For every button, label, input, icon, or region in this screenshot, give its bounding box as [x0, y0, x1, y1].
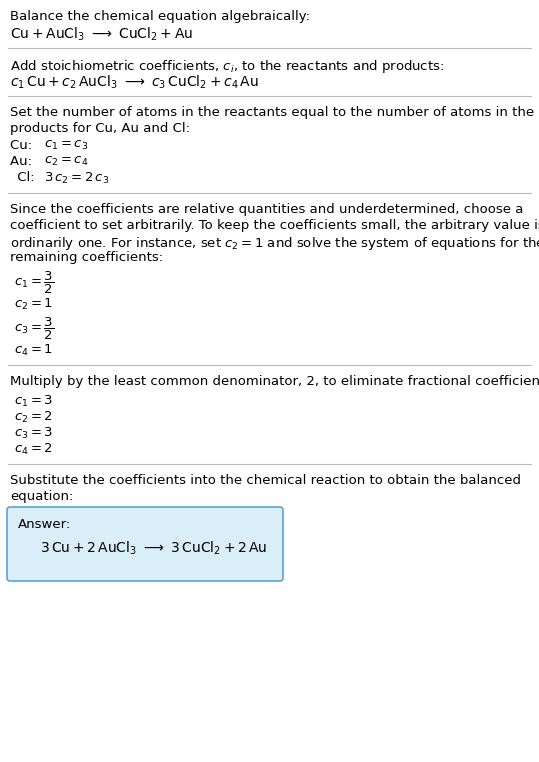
Text: $3\,c_2 = 2\,c_3$: $3\,c_2 = 2\,c_3$ [44, 171, 109, 186]
Text: Cu:: Cu: [10, 139, 36, 152]
Text: Cl:: Cl: [13, 171, 39, 184]
Text: equation:: equation: [10, 490, 73, 503]
Text: Add stoichiometric coefficients, $c_i$, to the reactants and products:: Add stoichiometric coefficients, $c_i$, … [10, 58, 444, 75]
Text: coefficient to set arbitrarily. To keep the coefficients small, the arbitrary va: coefficient to set arbitrarily. To keep … [10, 219, 539, 232]
Text: $c_1 = 3$: $c_1 = 3$ [14, 394, 53, 409]
Text: $c_2 = c_4$: $c_2 = c_4$ [44, 155, 88, 168]
Text: $c_4 = 2$: $c_4 = 2$ [14, 442, 53, 457]
FancyBboxPatch shape [7, 507, 283, 581]
Text: $\mathrm{3\,Cu + 2\,AuCl_3 \ \longrightarrow \ 3\,CuCl_2 + 2\,Au}$: $\mathrm{3\,Cu + 2\,AuCl_3 \ \longrighta… [40, 540, 267, 557]
Text: $c_2 = 2$: $c_2 = 2$ [14, 410, 53, 425]
Text: Answer:: Answer: [18, 518, 71, 531]
Text: Substitute the coefficients into the chemical reaction to obtain the balanced: Substitute the coefficients into the che… [10, 474, 521, 487]
Text: $c_1 = \dfrac{3}{2}$: $c_1 = \dfrac{3}{2}$ [14, 270, 54, 296]
Text: remaining coefficients:: remaining coefficients: [10, 251, 163, 264]
Text: $c_3 = \dfrac{3}{2}$: $c_3 = \dfrac{3}{2}$ [14, 316, 54, 342]
Text: $\mathrm{Cu + AuCl_3 \ \longrightarrow \ CuCl_2 + Au}$: $\mathrm{Cu + AuCl_3 \ \longrightarrow \… [10, 26, 193, 43]
Text: products for Cu, Au and Cl:: products for Cu, Au and Cl: [10, 122, 190, 135]
Text: Set the number of atoms in the reactants equal to the number of atoms in the: Set the number of atoms in the reactants… [10, 106, 534, 119]
Text: Au:: Au: [10, 155, 36, 168]
Text: $c_4 = 1$: $c_4 = 1$ [14, 343, 53, 358]
Text: Since the coefficients are relative quantities and underdetermined, choose a: Since the coefficients are relative quan… [10, 203, 523, 216]
Text: $c_1 = c_3$: $c_1 = c_3$ [44, 139, 88, 152]
Text: $c_2 = 1$: $c_2 = 1$ [14, 297, 53, 312]
Text: $c_3 = 3$: $c_3 = 3$ [14, 426, 53, 441]
Text: Multiply by the least common denominator, 2, to eliminate fractional coefficient: Multiply by the least common denominator… [10, 375, 539, 388]
Text: $c_1\,\mathrm{Cu} + c_2\,\mathrm{AuCl_3} \ \longrightarrow \ c_3\,\mathrm{CuCl_2: $c_1\,\mathrm{Cu} + c_2\,\mathrm{AuCl_3}… [10, 74, 259, 91]
Text: ordinarily one. For instance, set $c_2 = 1$ and solve the system of equations fo: ordinarily one. For instance, set $c_2 =… [10, 235, 539, 252]
Text: Balance the chemical equation algebraically:: Balance the chemical equation algebraica… [10, 10, 310, 23]
